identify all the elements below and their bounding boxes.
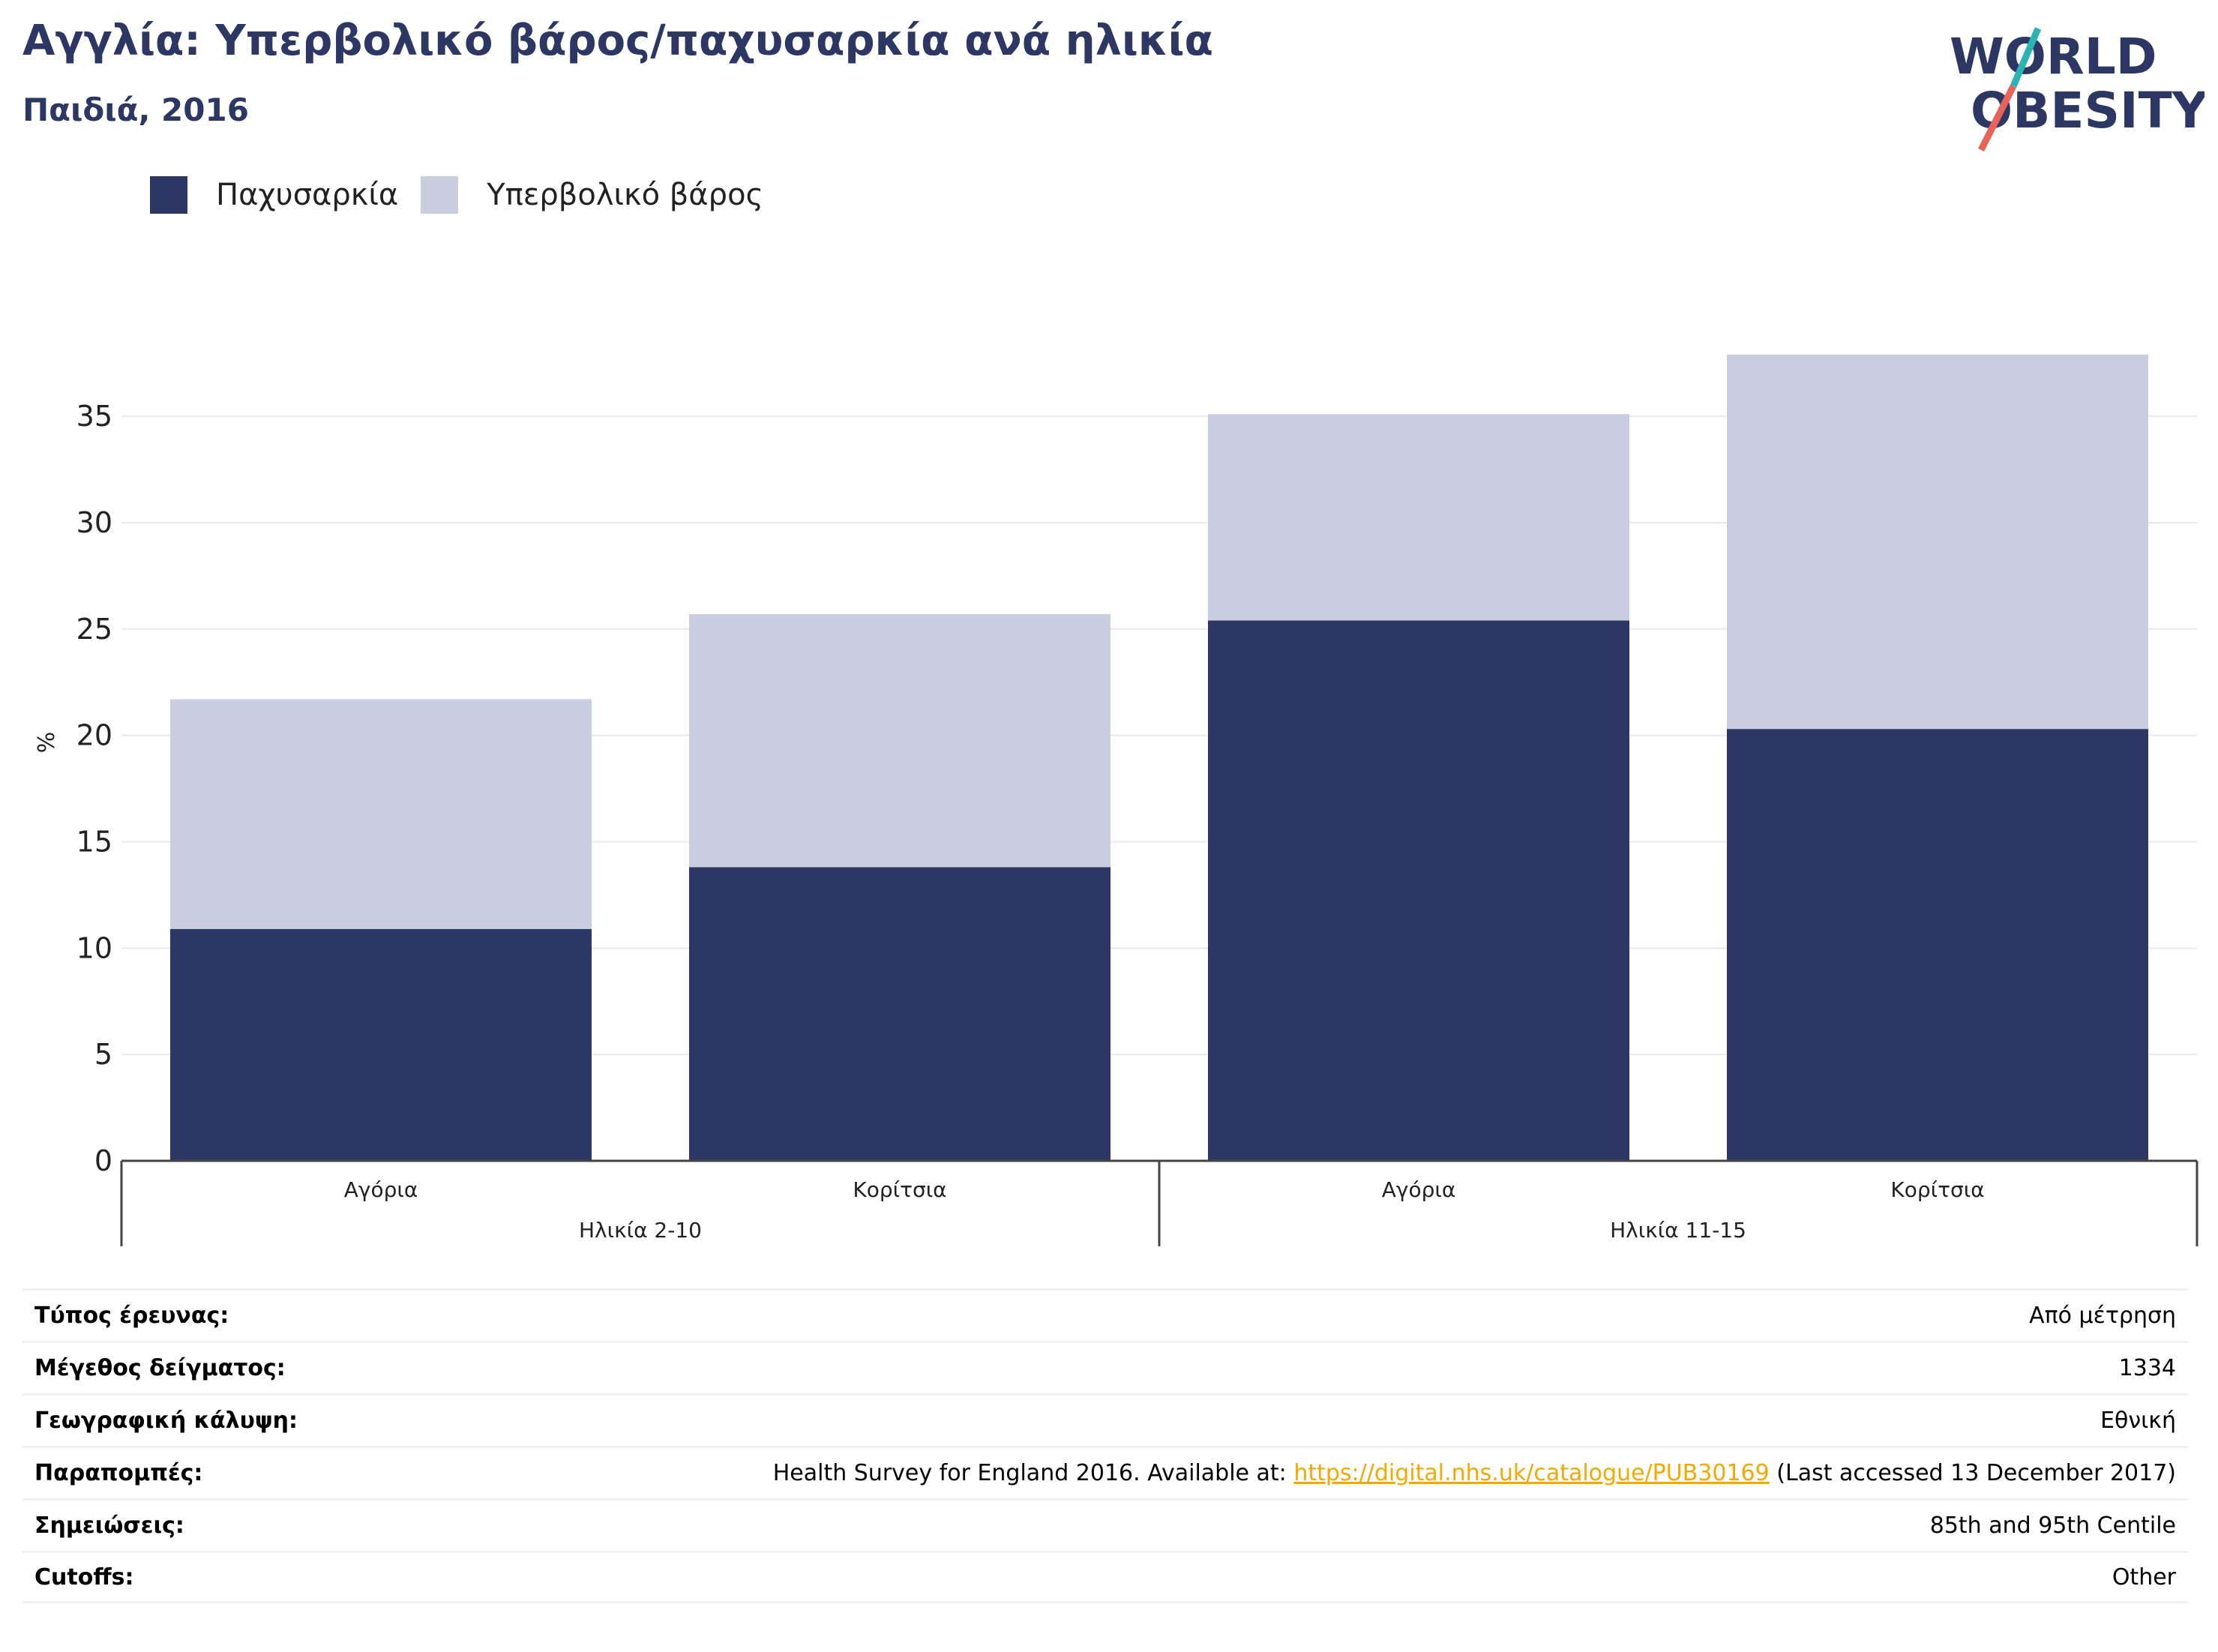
y-tick-label: 15 [76,825,112,858]
bar-obesity [689,867,1110,1161]
legend-label-obesity: Παχυσαρκία [216,178,399,212]
y-tick-label: 10 [76,931,112,964]
x-tick-label: Κορίτσια [1890,1177,1984,1202]
group-label: Ηλικία 2-10 [579,1218,702,1243]
meta-row-survey-type: Τύπος έρευνας: Από μέτρηση [22,1288,2188,1341]
meta-value: 85th and 95th Centile [1929,1513,2176,1539]
meta-row-references: Παραπομπές: Health Survey for England 20… [22,1446,2188,1498]
y-tick-label: 20 [76,719,112,752]
y-tick-label: 5 [94,1038,112,1071]
bar-obesity [1208,620,1629,1161]
meta-label: Μέγεθος δείγματος: [34,1355,286,1381]
bar-overweight [170,699,592,929]
meta-row-coverage: Γεωγραφική κάλυψη: Εθνική [22,1393,2188,1446]
legend-item-overweight[interactable]: Υπερβολικό βάρος [421,176,763,214]
world-obesity-logo: WORLD OBESITY [1950,27,2205,152]
meta-value: Από μέτρηση [2029,1303,2176,1329]
meta-value: Other [2112,1564,2176,1591]
x-tick-label: Αγόρια [344,1177,418,1202]
meta-row-cutoffs: Cutoffs: Other [22,1551,2188,1603]
chart-subtitle: Παιδιά, 2016 [22,91,249,128]
meta-label: Παραπομπές: [34,1460,203,1486]
y-axis-label: % [34,732,60,754]
legend-label-overweight: Υπερβολικό βάρος [487,178,764,212]
y-tick-label: 30 [76,506,112,539]
metadata-table: Τύπος έρευνας: Από μέτρηση Μέγεθος δείγμ… [22,1288,2188,1603]
reference-prefix: Health Survey for England 2016. Availabl… [772,1460,1294,1486]
meta-label: Τύπος έρευνας: [34,1303,229,1329]
meta-label: Σημειώσεις: [34,1513,184,1539]
reference-suffix: (Last accessed 13 December 2017) [1769,1460,2176,1486]
meta-label: Γεωγραφική κάλυψη: [34,1408,298,1434]
x-tick-label: Κορίτσια [853,1177,946,1202]
bar-overweight [689,613,1110,868]
meta-value-reference: Health Survey for England 2016. Availabl… [773,1460,2176,1486]
y-tick-label: 25 [76,613,112,646]
legend-swatch-obesity [150,176,187,214]
chart-title: Αγγλία: Υπερβολικό βάρος/παχυσαρκία ανά … [22,16,1213,65]
reference-link[interactable]: https://digital.nhs.uk/catalogue/PUB3016… [1293,1460,1770,1486]
y-tick-label: 35 [76,400,112,433]
legend-swatch-overweight [421,176,459,214]
bar-overweight [1727,354,2148,730]
legend-item-obesity[interactable]: Παχυσαρκία [150,176,398,214]
meta-label: Cutoffs: [34,1564,134,1591]
group-label: Ηλικία 11-15 [1610,1218,1746,1243]
stacked-bar-chart: 0 5 10 15 20 25 30 35% Αγόρια Κορίτσια Αγόρια Κορίτ… [34,354,2199,1246]
legend: Παχυσαρκία Υπερβολικό βάρος [150,172,786,217]
bar-obesity [170,928,592,1161]
bar-overweight [1208,414,1629,621]
x-tick-label: Αγόρια [1382,1177,1456,1202]
meta-value: 1334 [2118,1355,2176,1381]
y-tick-label: 0 [94,1144,112,1177]
logo-line1: WORLD [1950,28,2157,85]
bar-obesity [1727,729,2148,1161]
meta-value: Εθνική [2100,1408,2176,1434]
meta-row-notes: Σημειώσεις: 85th and 95th Centile [22,1498,2188,1551]
meta-row-sample-size: Μέγεθος δείγματος: 1334 [22,1341,2188,1393]
logo-slash-red [1977,84,2017,152]
logo-slash-teal [2010,27,2042,88]
